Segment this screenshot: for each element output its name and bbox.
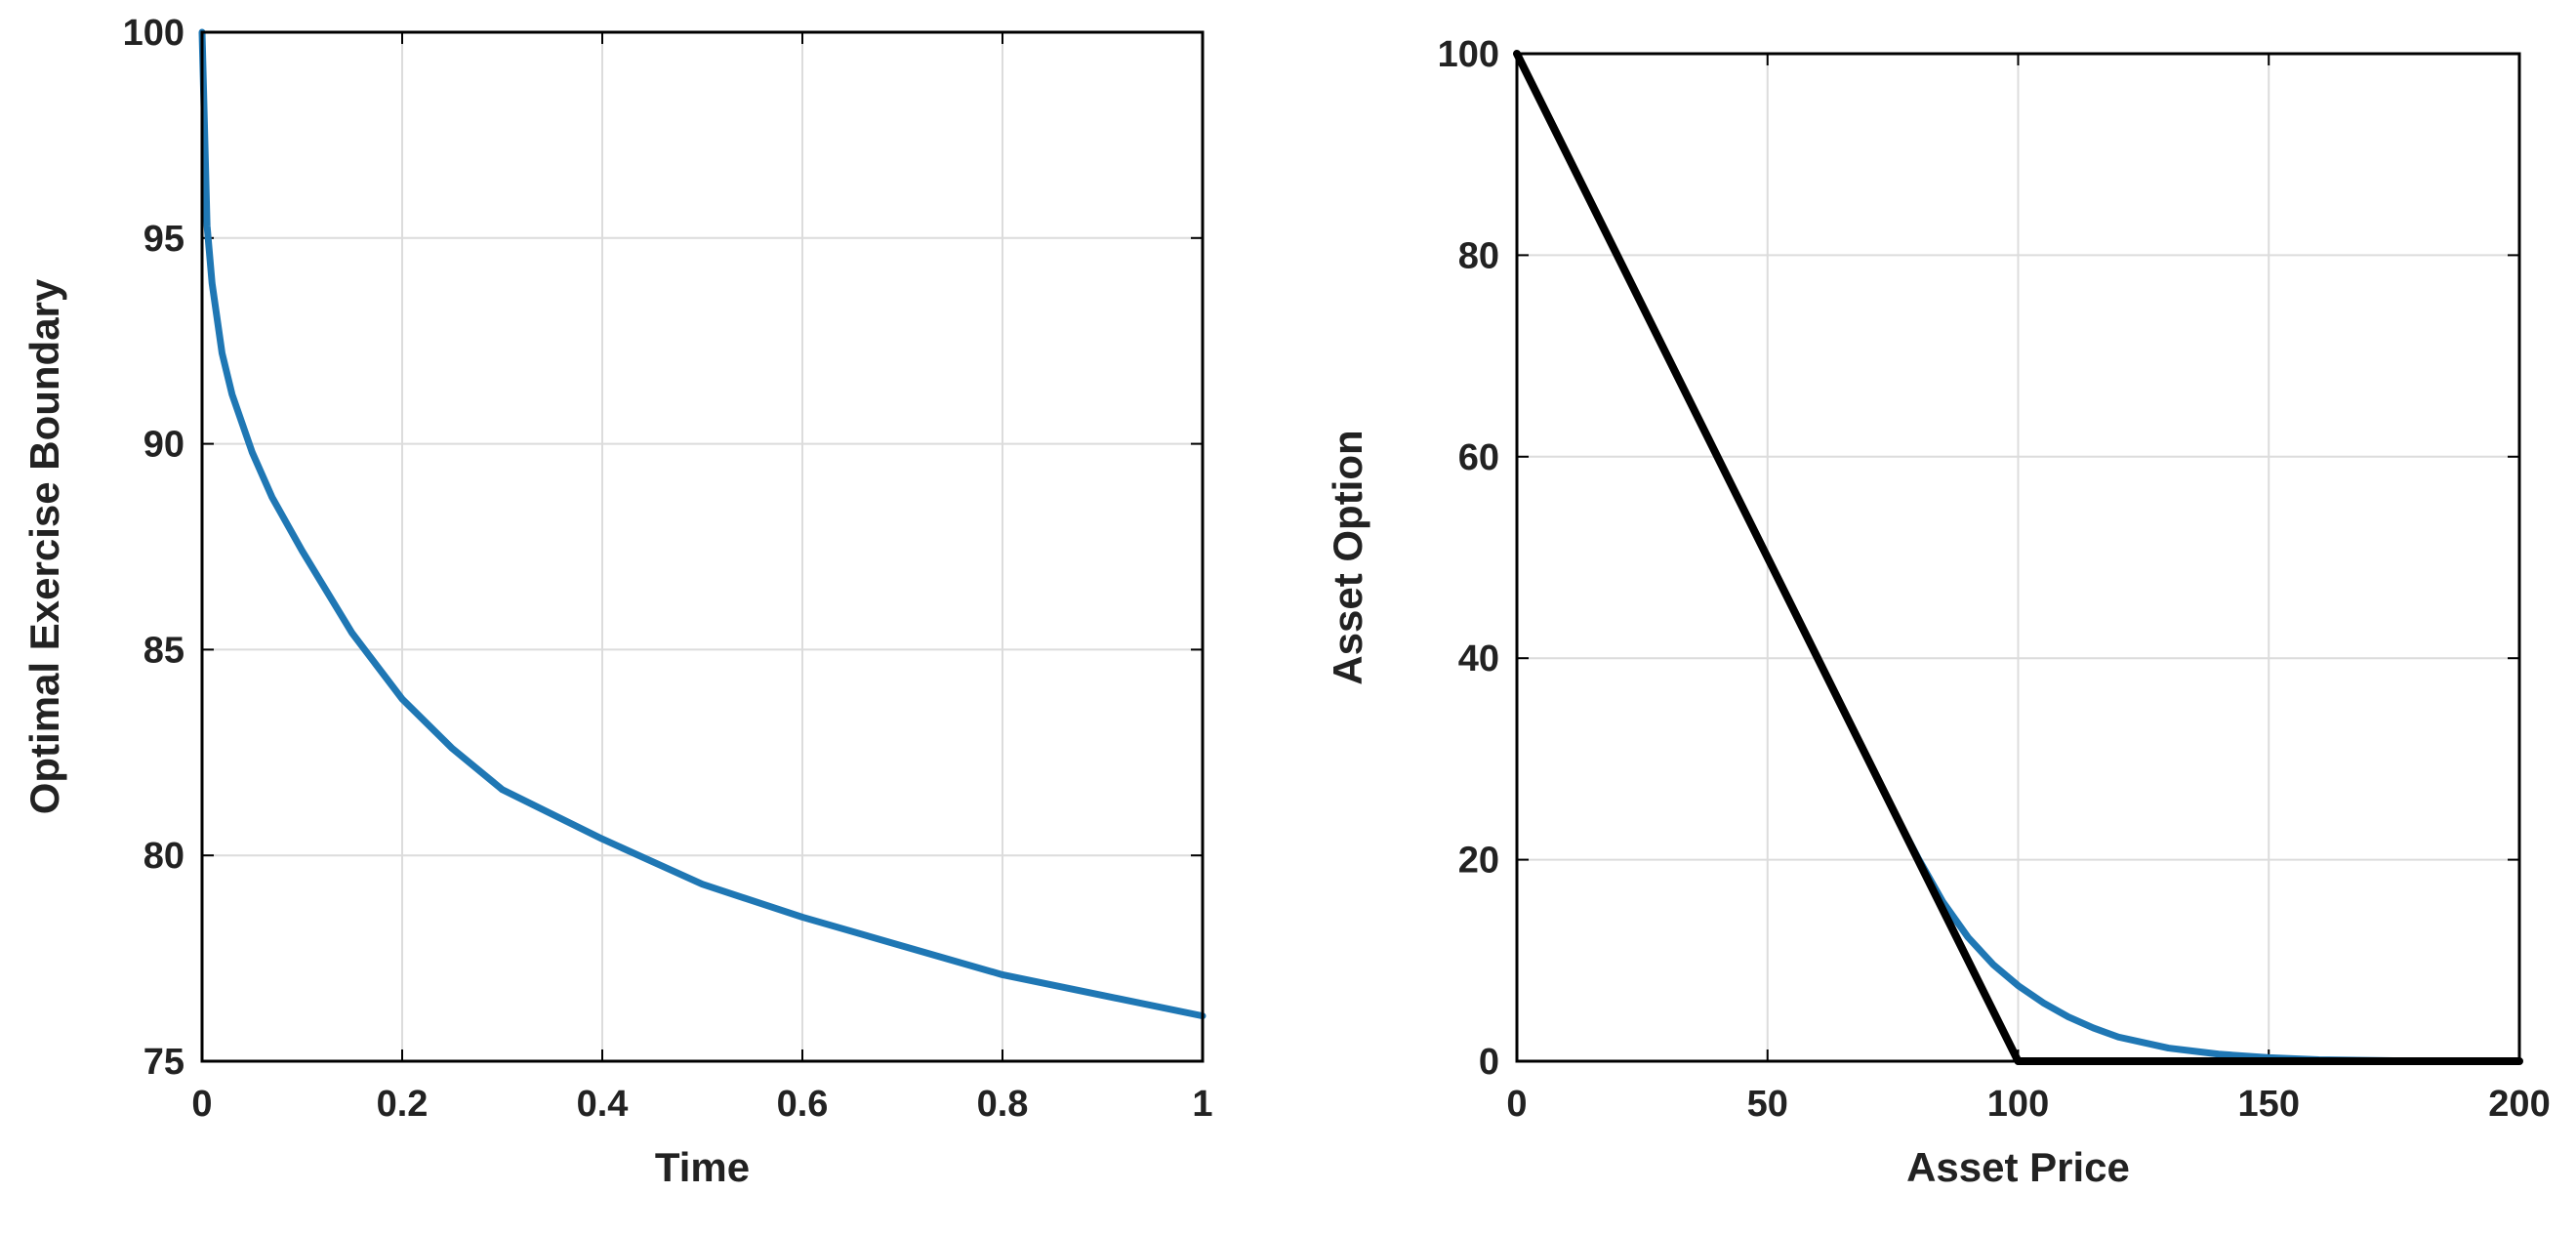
y-tick-label: 95 xyxy=(143,219,184,260)
y-tick-label: 100 xyxy=(1438,34,1499,75)
x-tick-label: 0.2 xyxy=(377,1084,429,1125)
y-tick-label: 60 xyxy=(1458,437,1499,478)
x-tick-label: 0.6 xyxy=(777,1084,829,1125)
y-tick-label: 100 xyxy=(123,13,184,54)
series-line-0 xyxy=(198,28,1206,1020)
y-tick-label: 80 xyxy=(1458,235,1499,276)
x-tick-label: 150 xyxy=(2238,1084,2300,1125)
y-tick-label: 75 xyxy=(143,1042,184,1083)
y-axis-label: Optimal Exercise Boundary xyxy=(21,278,67,814)
y-axis-label: Asset Option xyxy=(1325,430,1370,684)
x-tick-label: 0 xyxy=(1506,1084,1527,1125)
y-tick-label: 0 xyxy=(1479,1042,1499,1083)
y-tick-label: 85 xyxy=(143,630,184,671)
x-tick-label: 0.8 xyxy=(977,1084,1029,1125)
y-tick-label: 90 xyxy=(143,425,184,466)
x-tick-label: 100 xyxy=(1987,1084,2049,1125)
x-tick-label: 200 xyxy=(2488,1084,2550,1125)
x-tick-label: 50 xyxy=(1747,1084,1788,1125)
x-axis-label: Time xyxy=(655,1144,750,1190)
x-tick-label: 0 xyxy=(191,1084,212,1125)
left-chart: 0 0.2 0.4 0.6 0.8 1 75 80 85 90 95 100 Time Optimal E… xyxy=(21,13,1213,1190)
plot-area-border xyxy=(200,30,1205,1063)
x-axis-label: Asset Price xyxy=(1906,1144,2130,1190)
x-tick-label: 1 xyxy=(1192,1084,1212,1125)
y-tick-label: 20 xyxy=(1458,841,1499,882)
y-tick-label: 80 xyxy=(143,836,184,877)
y-tick-label: 40 xyxy=(1458,638,1499,679)
plot-area-border xyxy=(1515,52,2521,1063)
x-tick-label: 0.4 xyxy=(577,1084,629,1125)
right-chart: 0 50 100 150 200 0 20 40 60 80 100 Asset Price Asset… xyxy=(1325,34,2551,1190)
